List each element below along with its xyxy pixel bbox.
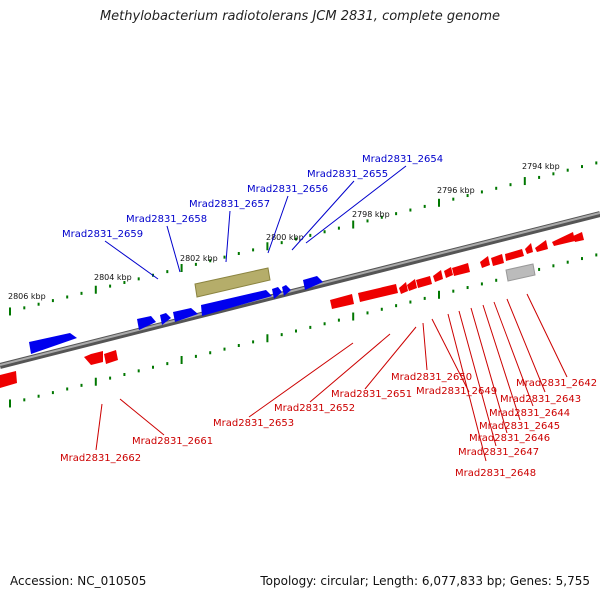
reverse-genes (0, 232, 584, 388)
gene-arrow[interactable] (399, 282, 408, 294)
kbp-label: 2798 kbp (352, 210, 390, 219)
kbp-label: 2800 kbp (266, 233, 304, 242)
gene-label[interactable]: Mrad2831_2662 (60, 453, 141, 464)
gene-arrow[interactable] (433, 270, 443, 282)
gene-label[interactable]: Mrad2831_2661 (132, 436, 213, 447)
gene-label[interactable]: Mrad2831_2643 (500, 394, 581, 405)
kbp-label: 2804 kbp (94, 273, 132, 282)
gene-arrow[interactable] (303, 276, 323, 290)
gene-arrow[interactable] (330, 294, 354, 309)
gene-label[interactable]: Mrad2831_2649 (416, 386, 497, 397)
forward-genes (29, 276, 323, 354)
gene-arrow[interactable] (535, 240, 548, 252)
gene-arrow[interactable] (160, 313, 171, 325)
gene-arrow[interactable] (444, 267, 453, 278)
gene-label[interactable]: Mrad2831_2644 (489, 408, 570, 419)
kbp-label: 2796 kbp (437, 186, 475, 195)
gene-label[interactable]: Mrad2831_2659 (62, 229, 143, 240)
accession-text: Accession: NC_010505 (10, 574, 147, 588)
gene-label[interactable]: Mrad2831_2658 (126, 214, 207, 225)
gene-arrow[interactable] (173, 308, 198, 322)
gene-label[interactable]: Mrad2831_2650 (391, 372, 472, 383)
red-leader-lines (95, 293, 568, 462)
kbp-label: 2802 kbp (180, 254, 218, 263)
gene-label[interactable]: Mrad2831_2646 (469, 433, 550, 444)
gene-arrow[interactable] (505, 249, 524, 261)
gene-label[interactable]: Mrad2831_2647 (458, 447, 539, 458)
gene-arrow[interactable] (282, 285, 291, 296)
blue-leader-lines (104, 165, 407, 280)
gene-label[interactable]: Mrad2831_2653 (213, 418, 294, 429)
map-title: Methylobacterium radiotolerans JCM 2831,… (99, 9, 501, 24)
gene-arrow[interactable] (416, 276, 432, 288)
gene-arrow[interactable] (552, 232, 575, 246)
gene-arrow[interactable] (407, 279, 417, 291)
lower-tick-row (9, 253, 598, 408)
gene-label[interactable]: Mrad2831_2656 (247, 184, 328, 195)
kbp-label: 2794 kbp (522, 162, 560, 171)
gene-label[interactable]: Mrad2831_2652 (274, 403, 355, 414)
gene-label[interactable]: Mrad2831_2655 (307, 169, 388, 180)
gene-arrow[interactable] (573, 232, 584, 242)
gene-label[interactable]: Mrad2831_2648 (455, 468, 536, 479)
gene-arrow[interactable] (104, 350, 118, 364)
gene-label[interactable]: Mrad2831_2654 (362, 154, 443, 165)
gene-arrow[interactable] (29, 333, 77, 354)
gene-label[interactable]: Mrad2831_2657 (189, 199, 270, 210)
kbp-label: 2806 kbp (8, 292, 46, 301)
gene-arrow[interactable] (452, 263, 470, 276)
gene-arrow[interactable] (491, 254, 504, 266)
gene-arrow[interactable] (0, 371, 17, 388)
upper-tick-row (9, 161, 598, 316)
gene-label[interactable]: Mrad2831_2642 (516, 378, 597, 389)
gene-arrow[interactable] (137, 316, 156, 330)
gene-label[interactable]: Mrad2831_2651 (331, 389, 412, 400)
summary-text: Topology: circular; Length: 6,077,833 bp… (260, 574, 590, 588)
gene-arrow[interactable] (480, 256, 490, 268)
rna-feature[interactable] (194, 267, 271, 298)
gene-arrow[interactable] (272, 287, 282, 299)
gene-arrow[interactable] (84, 351, 103, 365)
gene-arrow[interactable] (358, 284, 398, 302)
gene-label[interactable]: Mrad2831_2645 (479, 421, 560, 432)
gene-arrow[interactable] (201, 290, 272, 316)
gene-arrow[interactable] (525, 243, 533, 254)
misc-feature[interactable] (505, 263, 536, 282)
